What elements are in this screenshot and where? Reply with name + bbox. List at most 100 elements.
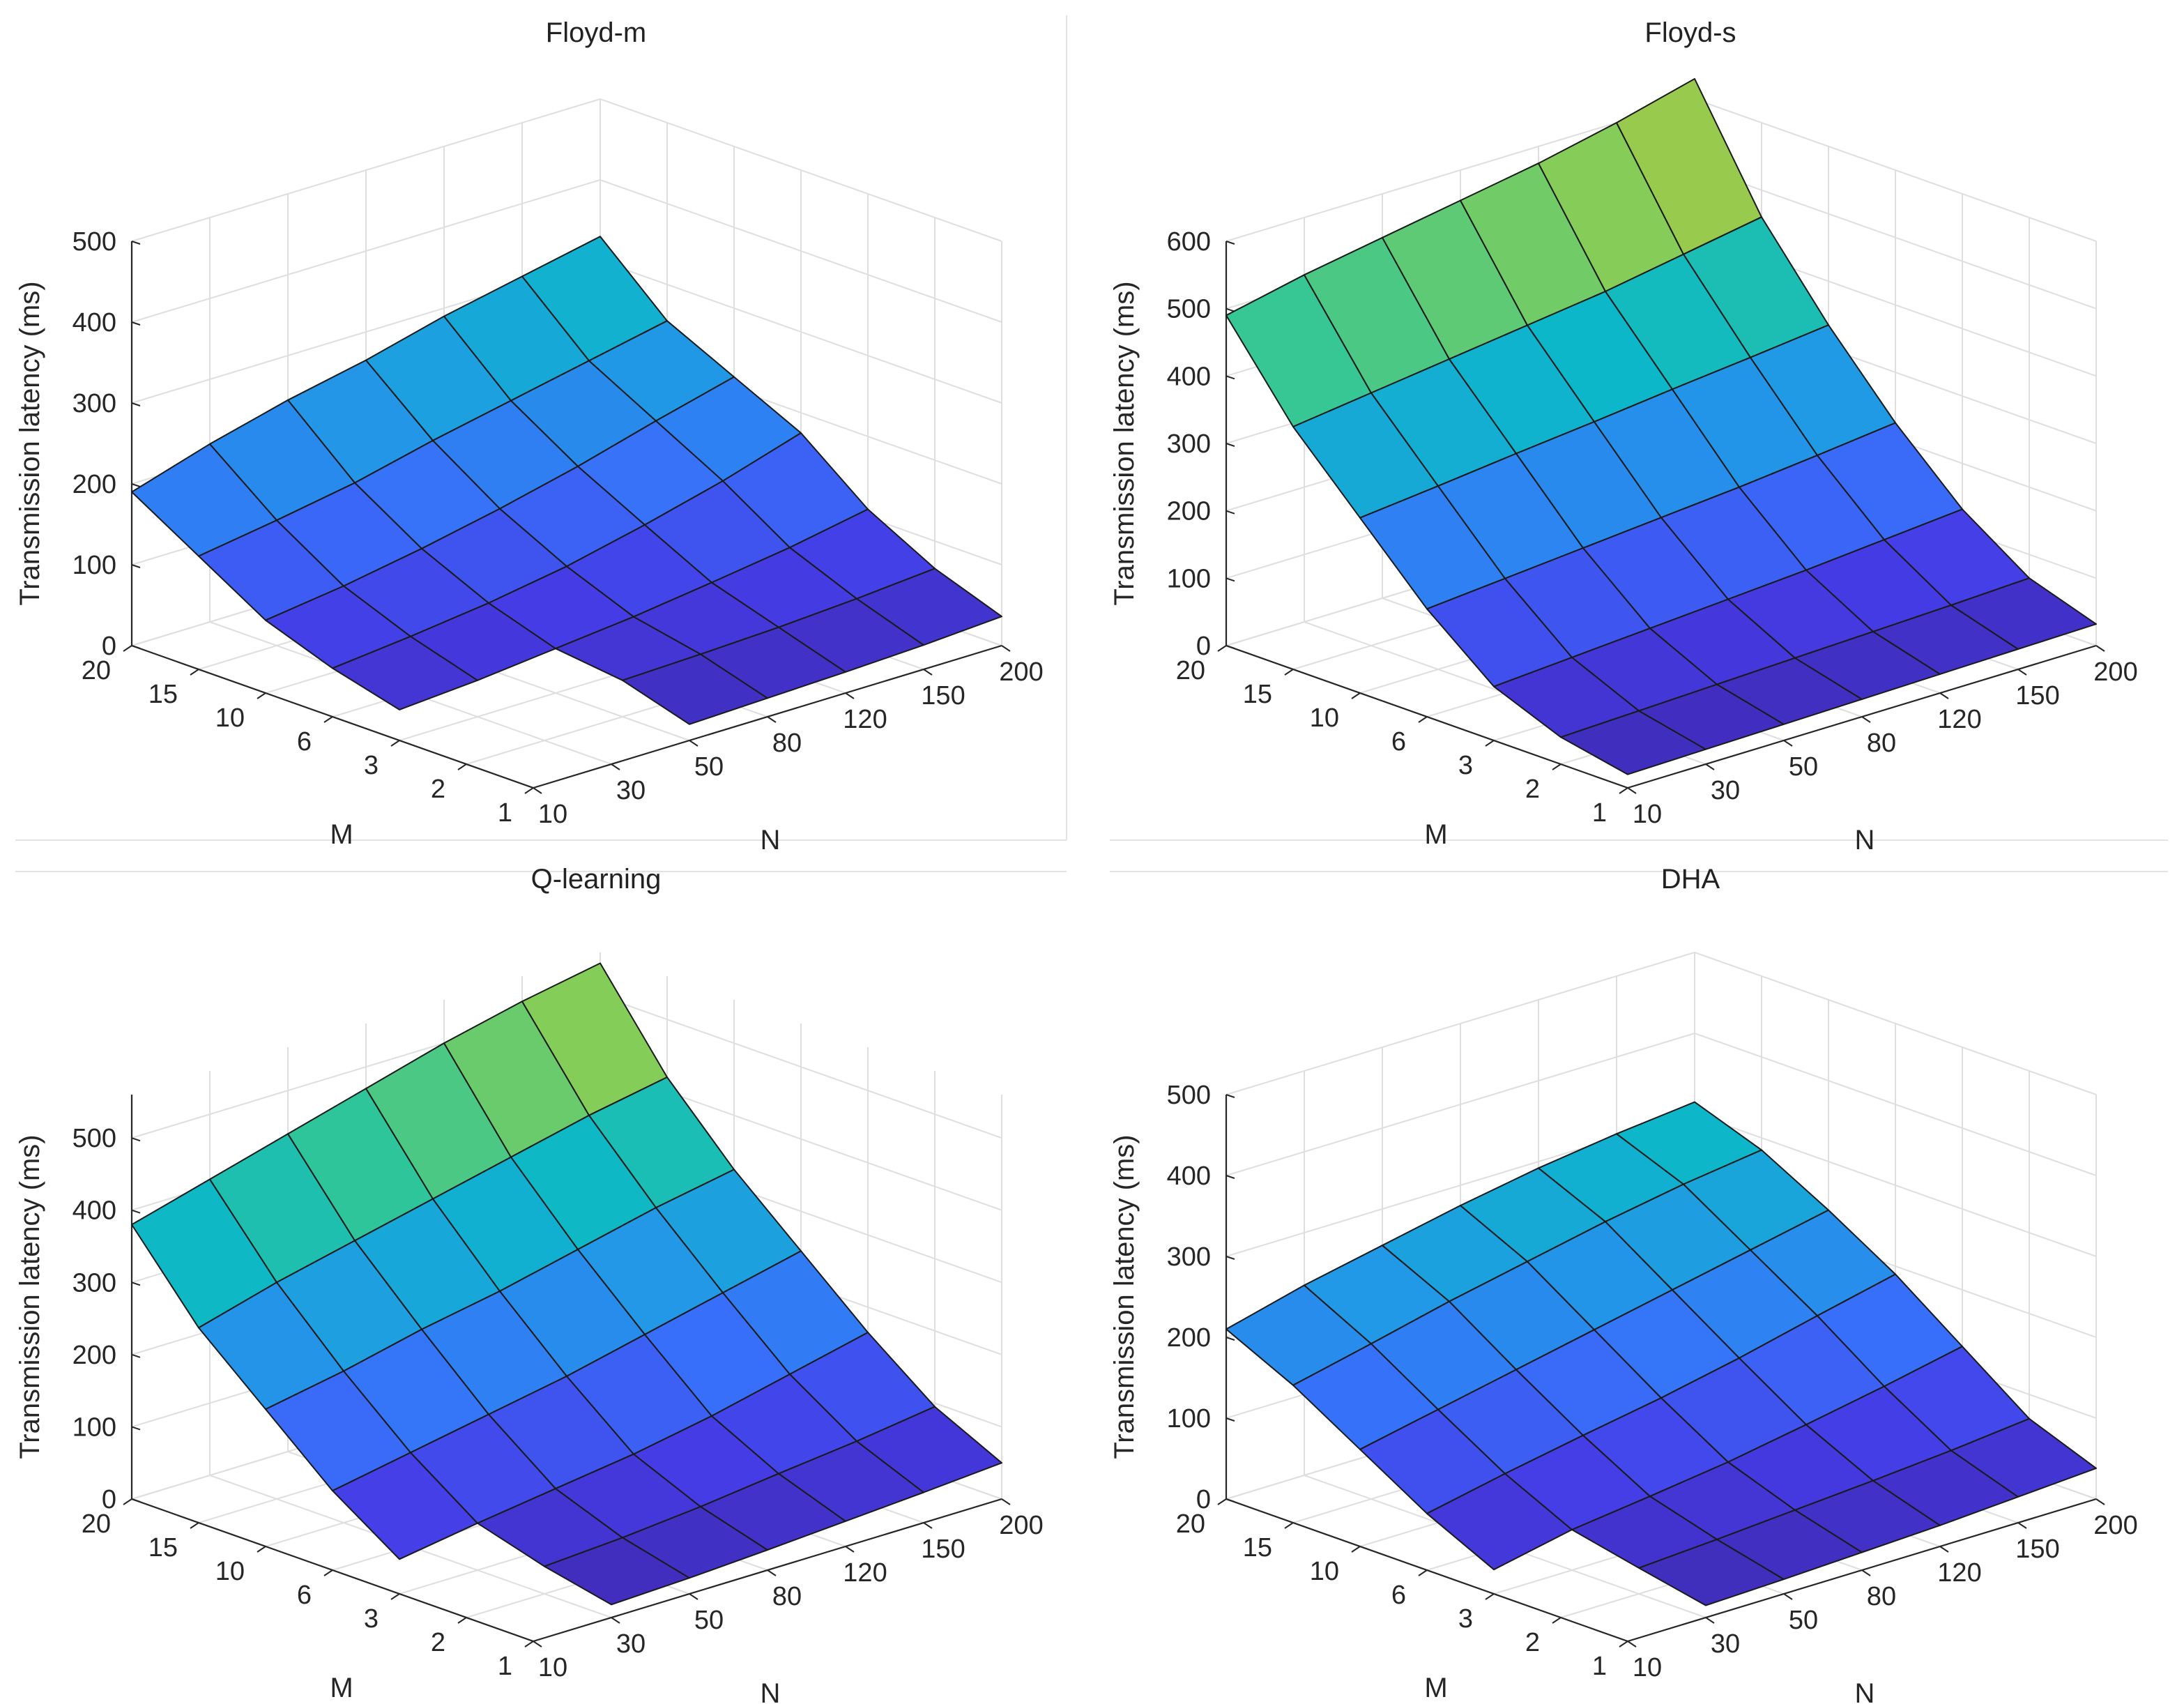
m-tick-mark-4 <box>1351 1546 1361 1553</box>
chart-panel-1: 0 100 200 300 400 500 600 1 2 3 6 10 15 20 10 30 50 80 120… <box>1109 17 2138 855</box>
z-tick-mark-3 <box>1225 443 1235 447</box>
z-tick-mark-1 <box>1225 1417 1235 1422</box>
m-tick-label: 15 <box>1243 1533 1272 1562</box>
z-tick-mark-2 <box>1225 510 1235 515</box>
m-tick-label: 1 <box>498 1652 512 1681</box>
n-tick-mark-1 <box>611 1617 620 1624</box>
z-tick-label: 0 <box>102 1485 116 1514</box>
n-tick-mark-2 <box>689 740 698 747</box>
z-axis-label: Transmission latency (ms) <box>15 1134 45 1459</box>
m-tick-mark-2 <box>1485 740 1495 747</box>
z-tick-label: 200 <box>72 1341 116 1370</box>
n-tick-label: 80 <box>772 729 802 758</box>
m-axis-label: M <box>330 1673 353 1703</box>
m-tick-mark-0 <box>1619 787 1628 794</box>
m-tick-mark-6 <box>123 1498 132 1505</box>
n-axis-label: N <box>1855 825 1875 855</box>
n-axis-label: N <box>1855 1678 1875 1704</box>
n-tick-mark-2 <box>1783 740 1793 747</box>
m-tick-label: 3 <box>1458 1604 1473 1634</box>
m-tick-mark-1 <box>1552 763 1561 770</box>
n-tick-label: 50 <box>1789 1606 1818 1635</box>
n-tick-label: 200 <box>2093 1511 2137 1540</box>
m-tick-mark-3 <box>1418 716 1428 723</box>
z-tick-mark-4 <box>1225 1175 1235 1179</box>
n-tick-label: 50 <box>694 1606 724 1635</box>
n-tick-label: 120 <box>1937 705 1981 734</box>
z-tick-label: 300 <box>1167 429 1211 459</box>
m-tick-label: 1 <box>1592 1652 1607 1681</box>
z-tick-label: 100 <box>72 1413 116 1442</box>
m-tick-mark-1 <box>457 763 467 770</box>
n-tick-label: 30 <box>616 1629 646 1659</box>
n-tick-mark-3 <box>1861 716 1871 723</box>
m-tick-mark-6 <box>1217 645 1227 652</box>
m-tick-mark-3 <box>323 716 333 723</box>
z-axis-label: Transmission latency (ms) <box>15 281 45 605</box>
n-tick-label: 50 <box>1789 752 1818 782</box>
n-tick-label: 10 <box>1633 800 1662 829</box>
n-tick-mark-4 <box>845 1546 855 1553</box>
z-tick-label: 0 <box>102 632 116 661</box>
m-tick-mark-0 <box>524 1641 534 1648</box>
n-tick-label: 150 <box>2015 1535 2059 1564</box>
m-tick-mark-2 <box>390 740 400 747</box>
n-tick-mark-0 <box>1627 1641 1637 1648</box>
m-tick-label: 20 <box>82 1509 111 1539</box>
chart-title: Q-learning <box>531 864 662 895</box>
z-tick-label: 300 <box>72 389 116 418</box>
m-tick-label: 1 <box>1592 798 1607 828</box>
m-tick-label: 3 <box>364 1604 379 1634</box>
z-tick-mark-6 <box>1225 241 1235 245</box>
z-axis-label: Transmission latency (ms) <box>1109 281 1140 605</box>
m-tick-mark-2 <box>1485 1593 1495 1600</box>
n-tick-mark-0 <box>1627 787 1637 794</box>
z-tick-label: 100 <box>1167 564 1211 593</box>
n-tick-label: 200 <box>2093 657 2137 687</box>
n-tick-mark-4 <box>1939 692 1949 699</box>
n-tick-mark-6 <box>2095 645 2105 652</box>
m-tick-mark-3 <box>323 1569 333 1576</box>
m-tick-mark-1 <box>457 1617 467 1624</box>
z-tick-label: 300 <box>1167 1242 1211 1272</box>
m-tick-label: 20 <box>1176 1509 1205 1539</box>
n-tick-label: 200 <box>999 657 1043 687</box>
m-axis-label: M <box>1424 819 1447 850</box>
z-tick-label: 500 <box>72 227 116 257</box>
m-tick-label: 6 <box>297 1581 312 1610</box>
n-tick-label: 80 <box>772 1582 802 1611</box>
z-tick-label: 500 <box>1167 1081 1211 1110</box>
n-tick-mark-1 <box>1705 763 1715 770</box>
z-tick-label: 200 <box>1167 1323 1211 1353</box>
n-tick-mark-3 <box>767 716 777 723</box>
n-tick-label: 80 <box>1867 729 1896 758</box>
n-tick-label: 10 <box>538 1653 567 1682</box>
n-tick-mark-5 <box>2017 669 2027 676</box>
n-tick-mark-5 <box>923 1522 933 1529</box>
z-axis-label: Transmission latency (ms) <box>1109 1134 1140 1459</box>
n-tick-label: 80 <box>1867 1582 1896 1611</box>
m-tick-mark-4 <box>1351 692 1361 699</box>
m-tick-mark-6 <box>123 645 132 652</box>
m-tick-label: 6 <box>297 727 312 756</box>
chart-panel-2: 0 100 200 300 400 500 1 2 3 6 10 15 20 10 30 50 80 120 150… <box>15 864 1044 1704</box>
m-tick-label: 10 <box>215 1557 245 1586</box>
m-tick-label: 15 <box>148 1533 178 1562</box>
m-tick-label: 2 <box>431 775 445 804</box>
n-axis-label: N <box>761 825 781 855</box>
z-tick-mark-5 <box>1225 1094 1235 1098</box>
m-tick-label: 10 <box>1310 1557 1339 1586</box>
surface-cell <box>856 1406 1002 1493</box>
m-tick-mark-0 <box>1619 1641 1628 1648</box>
z-tick-label: 200 <box>72 470 116 499</box>
n-tick-label: 150 <box>921 681 965 710</box>
n-tick-mark-2 <box>689 1593 698 1600</box>
z-tick-mark-4 <box>131 1209 141 1214</box>
n-tick-mark-3 <box>767 1569 777 1576</box>
n-tick-mark-3 <box>1861 1569 1871 1576</box>
surface-cell <box>1950 1417 2097 1498</box>
n-tick-mark-5 <box>923 669 933 676</box>
m-tick-label: 6 <box>1391 1581 1406 1610</box>
z-tick-mark-3 <box>131 1281 141 1286</box>
